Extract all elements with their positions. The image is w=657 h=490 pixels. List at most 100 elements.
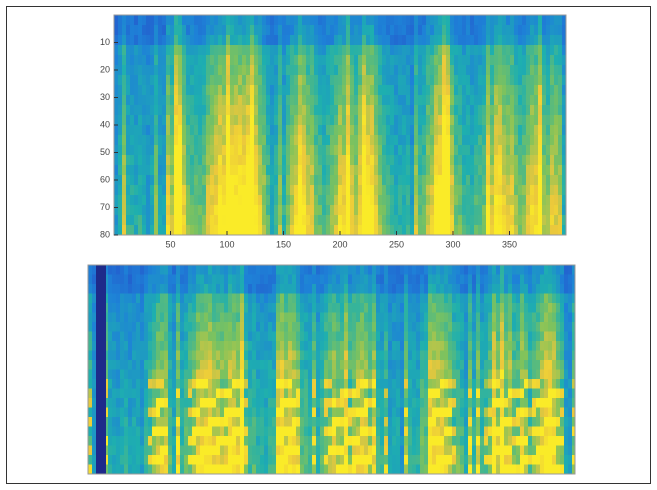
spectrogram-cell bbox=[378, 65, 382, 75]
spectrogram-cell bbox=[120, 351, 124, 361]
spectrogram-cell bbox=[230, 15, 234, 25]
spectrogram-cell bbox=[124, 265, 128, 275]
spectrogram-cell bbox=[330, 85, 334, 95]
spectrogram-cell bbox=[522, 25, 526, 35]
spectrogram-cell bbox=[206, 165, 210, 175]
spectrogram-cell bbox=[308, 398, 312, 408]
spectrogram-cell bbox=[196, 379, 200, 389]
spectrogram-cell bbox=[242, 55, 246, 65]
spectrogram-cell bbox=[118, 175, 122, 185]
spectrogram-cell bbox=[160, 360, 164, 370]
spectrogram-cell bbox=[442, 165, 446, 175]
spectrogram-cell bbox=[500, 379, 504, 389]
spectrogram-cell bbox=[188, 332, 192, 342]
spectrogram-cell bbox=[236, 360, 240, 370]
spectrogram-cell bbox=[546, 105, 550, 115]
spectrogram-cell bbox=[202, 225, 206, 235]
spectrogram-cell bbox=[446, 135, 450, 145]
spectrogram-cell bbox=[182, 175, 186, 185]
spectrogram-cell bbox=[538, 155, 542, 165]
spectrogram-cell bbox=[264, 427, 268, 437]
spectrogram-cell bbox=[478, 35, 482, 45]
spectrogram-cell bbox=[208, 360, 212, 370]
spectrogram-cell bbox=[116, 313, 120, 323]
spectrogram-cell bbox=[178, 85, 182, 95]
spectrogram-cell bbox=[164, 360, 168, 370]
spectrogram-cell bbox=[236, 408, 240, 418]
spectrogram-cell bbox=[500, 360, 504, 370]
spectrogram-cell bbox=[230, 65, 234, 75]
spectrogram-cell bbox=[238, 15, 242, 25]
spectrogram-cell bbox=[458, 115, 462, 125]
spectrogram-cell bbox=[318, 115, 322, 125]
spectrogram-cell bbox=[250, 155, 254, 165]
spectrogram-cell bbox=[138, 165, 142, 175]
spectrogram-cell bbox=[120, 265, 124, 275]
spectrogram-cell bbox=[494, 195, 498, 205]
spectrogram-cell bbox=[268, 408, 272, 418]
spectrogram-cell bbox=[504, 265, 508, 275]
spectrogram-cell bbox=[272, 427, 276, 437]
spectrogram-cell bbox=[258, 155, 262, 165]
spectrogram-cell bbox=[510, 225, 514, 235]
spectrogram-cell bbox=[402, 65, 406, 75]
spectrogram-cell bbox=[330, 125, 334, 135]
spectrogram-cell bbox=[436, 303, 440, 313]
spectrogram-cell bbox=[164, 417, 168, 427]
spectrogram-cell bbox=[400, 284, 404, 294]
spectrogram-cell bbox=[502, 195, 506, 205]
spectrogram-cell bbox=[286, 15, 290, 25]
spectrogram-cell bbox=[134, 175, 138, 185]
spectrogram-cell bbox=[376, 294, 380, 304]
spectrogram-cell bbox=[398, 35, 402, 45]
spectrogram-cell bbox=[124, 284, 128, 294]
spectrogram-cell bbox=[454, 205, 458, 215]
spectrogram-cell bbox=[348, 417, 352, 427]
spectrogram-cell bbox=[270, 35, 274, 45]
spectrogram-cell bbox=[458, 25, 462, 35]
spectrogram-cell bbox=[366, 35, 370, 45]
spectrogram-cell bbox=[496, 351, 500, 361]
spectrogram-cell bbox=[376, 265, 380, 275]
spectrogram-cell bbox=[336, 408, 340, 418]
spectrogram-cell bbox=[410, 75, 414, 85]
spectrogram-cell bbox=[266, 85, 270, 95]
spectrogram-cell bbox=[488, 408, 492, 418]
spectrogram-cell bbox=[126, 175, 130, 185]
spectrogram-cell bbox=[108, 284, 112, 294]
spectrogram-cell bbox=[238, 85, 242, 95]
spectrogram-cell bbox=[494, 105, 498, 115]
spectrogram-cell bbox=[126, 35, 130, 45]
spectrogram-cell bbox=[342, 15, 346, 25]
spectrogram-cell bbox=[358, 225, 362, 235]
spectrogram-cell bbox=[190, 65, 194, 75]
spectrogram-cell bbox=[262, 175, 266, 185]
spectrogram-cell bbox=[366, 225, 370, 235]
spectrogram-cell bbox=[522, 15, 526, 25]
spectrogram-cell bbox=[108, 455, 112, 465]
spectrogram-cell bbox=[336, 436, 340, 446]
spectrogram-cell bbox=[524, 446, 528, 456]
spectrogram-cell bbox=[330, 135, 334, 145]
spectrogram-cell bbox=[146, 155, 150, 165]
spectrogram-cell bbox=[388, 284, 392, 294]
spectrogram-cell bbox=[158, 225, 162, 235]
spectrogram-cell bbox=[218, 55, 222, 65]
spectrogram-cell bbox=[532, 465, 536, 475]
spectrogram-cell bbox=[408, 389, 412, 399]
spectrogram-cell bbox=[382, 95, 386, 105]
spectrogram-cell bbox=[440, 332, 444, 342]
spectrogram-cell bbox=[434, 135, 438, 145]
spectrogram-cell bbox=[558, 205, 562, 215]
spectrogram-cell bbox=[276, 275, 280, 285]
spectrogram-cell bbox=[324, 370, 328, 380]
spectrogram-cell bbox=[382, 45, 386, 55]
spectrogram-cell bbox=[520, 389, 524, 399]
spectrogram-cell bbox=[344, 465, 348, 475]
spectrogram-cell bbox=[372, 341, 376, 351]
spectrogram-cell bbox=[186, 155, 190, 165]
spectrogram-cell bbox=[162, 35, 166, 45]
spectrogram-cell bbox=[352, 398, 356, 408]
spectrogram-cell bbox=[408, 275, 412, 285]
spectrogram-cell bbox=[132, 379, 136, 389]
